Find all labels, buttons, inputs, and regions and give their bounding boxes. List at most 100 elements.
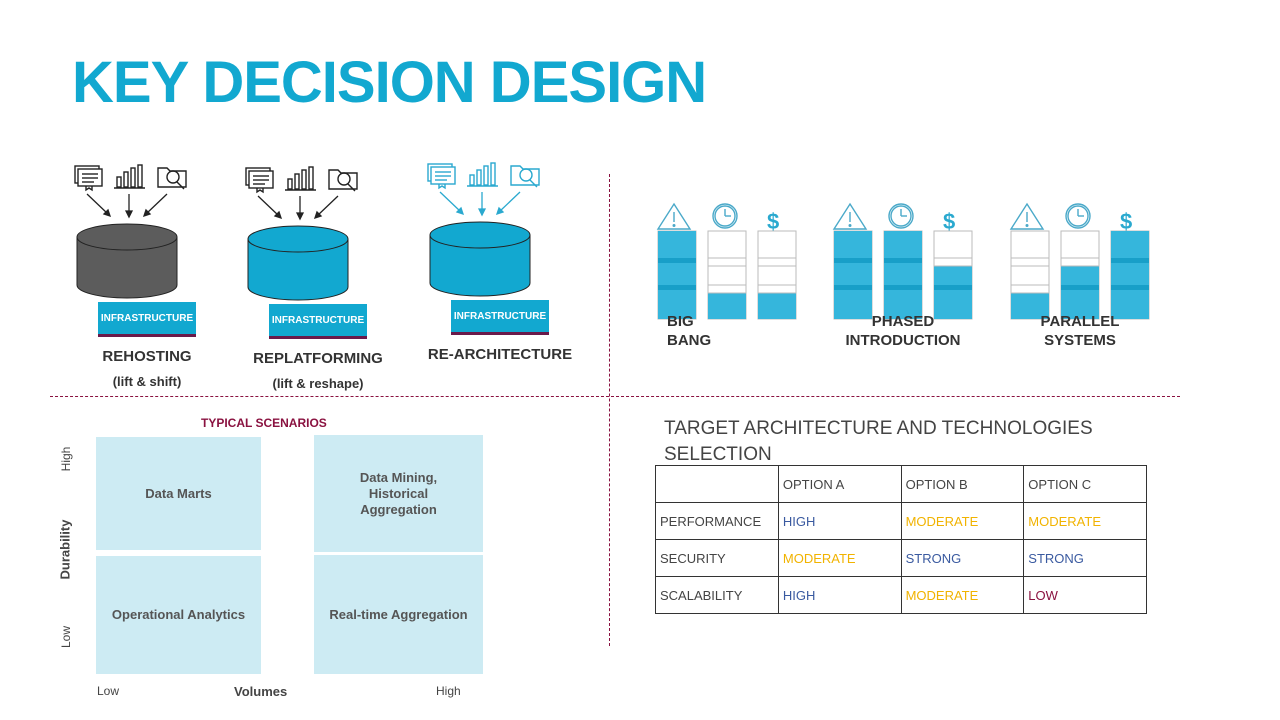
- document-icon: [245, 167, 274, 194]
- options-table: OPTION A OPTION B OPTION C PERFORMANCE HIGH M…: [655, 465, 1147, 614]
- rating-cell: LOW: [1023, 576, 1147, 614]
- column-divider: [834, 258, 872, 263]
- strategy-block: INFRASTRUCTURE REHOSTING (lift & shift): [72, 162, 252, 402]
- column-divider: [1060, 257, 1100, 267]
- horizontal-divider: [50, 396, 1180, 397]
- clock-icon: [888, 203, 914, 229]
- scenario-cell: Data Mining, Historical Aggregation: [314, 435, 483, 552]
- infrastructure-label: INFRASTRUCTURE: [451, 300, 549, 335]
- infrastructure-label: INFRASTRUCTURE: [269, 304, 367, 339]
- approach-name-line: BIG: [667, 313, 694, 330]
- column-divider: [1111, 285, 1149, 290]
- progress-fill: [884, 231, 922, 319]
- folder-search-icon: [328, 169, 358, 192]
- row-label: SECURITY: [655, 539, 779, 577]
- database-cylinder-icon: [76, 223, 178, 299]
- rating-cell: MODERATE: [777, 539, 902, 577]
- column-divider: [884, 258, 922, 263]
- column-divider: [707, 284, 747, 294]
- column-divider: [884, 285, 922, 290]
- warning-icon: [832, 202, 868, 230]
- strategy-graphic: [245, 166, 358, 301]
- rating-cell: HIGH: [777, 502, 902, 540]
- progress-fill: [834, 231, 872, 319]
- bar-chart-icon: [114, 164, 145, 189]
- table-row: PERFORMANCE HIGH MODERATE MODERATE: [655, 502, 1147, 540]
- database-cylinder-icon: [429, 221, 531, 297]
- approach-name-line: INTRODUCTION: [845, 332, 961, 349]
- column-divider: [1010, 257, 1050, 267]
- strategy-graphic: [74, 164, 187, 299]
- table-header-row: OPTION A OPTION B OPTION C: [655, 465, 1147, 503]
- approach-name-line: PHASED: [871, 313, 935, 330]
- approach-name-line: SYSTEMS: [1044, 332, 1116, 349]
- strategy-name: REPLATFORMING: [253, 350, 383, 367]
- strategy-name: REHOSTING: [102, 348, 192, 365]
- vertical-divider: [609, 174, 610, 646]
- deployment-approach: $ PHASED INTRODUCTION: [832, 200, 982, 380]
- deployment-approach: $ PARALLEL SYSTEMS: [1009, 200, 1159, 380]
- folder-search-icon: [510, 165, 540, 188]
- x-axis-low: Low: [97, 684, 120, 698]
- warning-icon: [656, 202, 692, 230]
- x-axis-label: Volumes: [234, 684, 288, 699]
- column-divider: [934, 285, 972, 290]
- table-row: SCALABILITY HIGH MODERATE LOW: [655, 576, 1147, 614]
- table-title-line: TARGET ARCHITECTURE AND TECHNOLOGIES: [664, 418, 1093, 439]
- column-divider: [933, 257, 973, 267]
- rating-cell: HIGH: [777, 576, 902, 614]
- bar-chart-icon: [467, 162, 498, 187]
- rating-cell: MODERATE: [1023, 502, 1147, 540]
- column-divider: [658, 258, 696, 263]
- strategy-block: INFRASTRUCTURE REPLATFORMING (lift & res…: [243, 164, 423, 404]
- progress-fill: [658, 231, 696, 319]
- row-label: SCALABILITY: [655, 576, 779, 614]
- approach-name-line: BANG: [667, 332, 712, 349]
- database-cylinder-icon: [247, 225, 349, 301]
- column-divider: [707, 257, 747, 267]
- strategy-subtitle: (lift & reshape): [272, 376, 364, 391]
- strategy-block: INFRASTRUCTURE RE-ARCHITECTURE: [425, 160, 605, 400]
- y-axis-low: Low: [59, 626, 73, 649]
- document-icon: [74, 165, 103, 192]
- table-header-cell: OPTION A: [777, 465, 902, 503]
- table-row: SECURITY MODERATE STRONG STRONG: [655, 539, 1147, 577]
- y-axis-label: Durability: [57, 519, 73, 580]
- arrow-icons: [86, 193, 168, 219]
- deployment-approach: $ BIG BANG: [656, 200, 806, 380]
- document-icon: [427, 163, 456, 190]
- scenario-cell: Data Marts: [96, 437, 261, 550]
- approach-name-line: PARALLEL: [1040, 313, 1120, 330]
- rating-cell: STRONG: [1023, 539, 1147, 577]
- column-divider: [1061, 285, 1099, 290]
- column-divider: [757, 257, 797, 267]
- rating-cell: STRONG: [900, 539, 1025, 577]
- scenarios-title: TYPICAL SCENARIOS: [201, 416, 327, 430]
- rating-cell: MODERATE: [900, 502, 1025, 540]
- x-axis-high: High: [436, 684, 461, 698]
- dollar-icon: $: [943, 209, 955, 234]
- column-divider: [658, 285, 696, 290]
- approach-name: PARALLEL SYSTEMS: [1005, 312, 1155, 350]
- y-axis-high: High: [59, 446, 73, 472]
- column-divider: [834, 285, 872, 290]
- rating-cell: MODERATE: [900, 576, 1025, 614]
- page-title: KEY DECISION DESIGN: [72, 50, 707, 115]
- scenario-cell: Operational Analytics: [96, 556, 261, 674]
- column-divider: [757, 284, 797, 294]
- deployment-graphic: $: [832, 202, 973, 320]
- bar-chart-icon: [285, 166, 316, 191]
- approach-name: BIG BANG: [667, 312, 727, 350]
- arrow-icons: [439, 191, 521, 217]
- folder-search-icon: [157, 167, 187, 190]
- column-divider: [1010, 284, 1050, 294]
- strategy-subtitle: (lift & shift): [112, 374, 182, 389]
- progress-fill: [1111, 231, 1149, 319]
- table-title: TARGET ARCHITECTURE AND TECHNOLOGIES SEL…: [664, 416, 1093, 468]
- clock-icon: [1065, 203, 1091, 229]
- table-header-cell: [655, 465, 779, 503]
- column-divider: [1111, 258, 1149, 263]
- strategy-graphic: [427, 162, 540, 297]
- dollar-icon: $: [1120, 209, 1132, 234]
- deployment-graphic: $: [1009, 202, 1150, 320]
